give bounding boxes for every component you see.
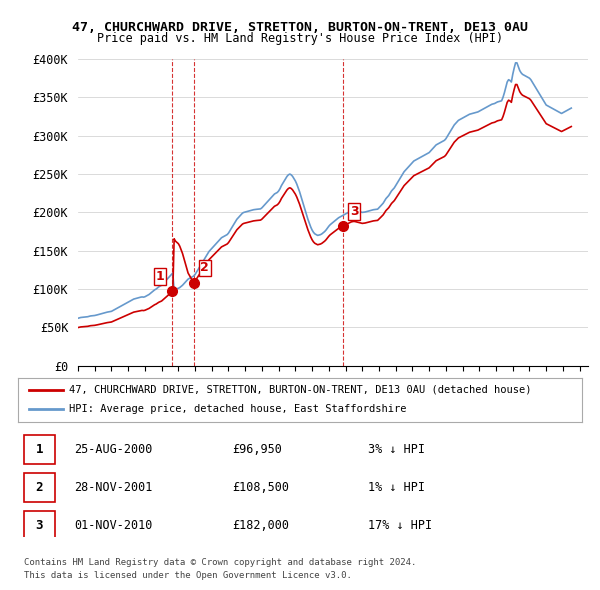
Text: 3: 3: [35, 519, 43, 532]
Text: £96,950: £96,950: [232, 443, 282, 456]
Text: £182,000: £182,000: [232, 519, 289, 532]
Text: 1% ↓ HPI: 1% ↓ HPI: [368, 481, 425, 494]
Text: 47, CHURCHWARD DRIVE, STRETTON, BURTON-ON-TRENT, DE13 0AU: 47, CHURCHWARD DRIVE, STRETTON, BURTON-O…: [72, 21, 528, 34]
Text: This data is licensed under the Open Government Licence v3.0.: This data is licensed under the Open Gov…: [24, 571, 352, 580]
Text: 28-NOV-2001: 28-NOV-2001: [74, 481, 153, 494]
Text: 1: 1: [156, 270, 164, 283]
FancyBboxPatch shape: [23, 511, 55, 540]
FancyBboxPatch shape: [23, 435, 55, 464]
Text: £108,500: £108,500: [232, 481, 289, 494]
Text: 17% ↓ HPI: 17% ↓ HPI: [368, 519, 432, 532]
Text: 1: 1: [35, 443, 43, 456]
Text: 25-AUG-2000: 25-AUG-2000: [74, 443, 153, 456]
Text: 3% ↓ HPI: 3% ↓ HPI: [368, 443, 425, 456]
Text: 3: 3: [350, 205, 358, 218]
Text: Price paid vs. HM Land Registry's House Price Index (HPI): Price paid vs. HM Land Registry's House …: [97, 32, 503, 45]
Text: 01-NOV-2010: 01-NOV-2010: [74, 519, 153, 532]
Text: 2: 2: [35, 481, 43, 494]
Text: HPI: Average price, detached house, East Staffordshire: HPI: Average price, detached house, East…: [69, 405, 406, 414]
FancyBboxPatch shape: [23, 473, 55, 502]
Text: 47, CHURCHWARD DRIVE, STRETTON, BURTON-ON-TRENT, DE13 0AU (detached house): 47, CHURCHWARD DRIVE, STRETTON, BURTON-O…: [69, 385, 531, 395]
Text: Contains HM Land Registry data © Crown copyright and database right 2024.: Contains HM Land Registry data © Crown c…: [24, 558, 416, 566]
Text: 2: 2: [200, 261, 209, 274]
